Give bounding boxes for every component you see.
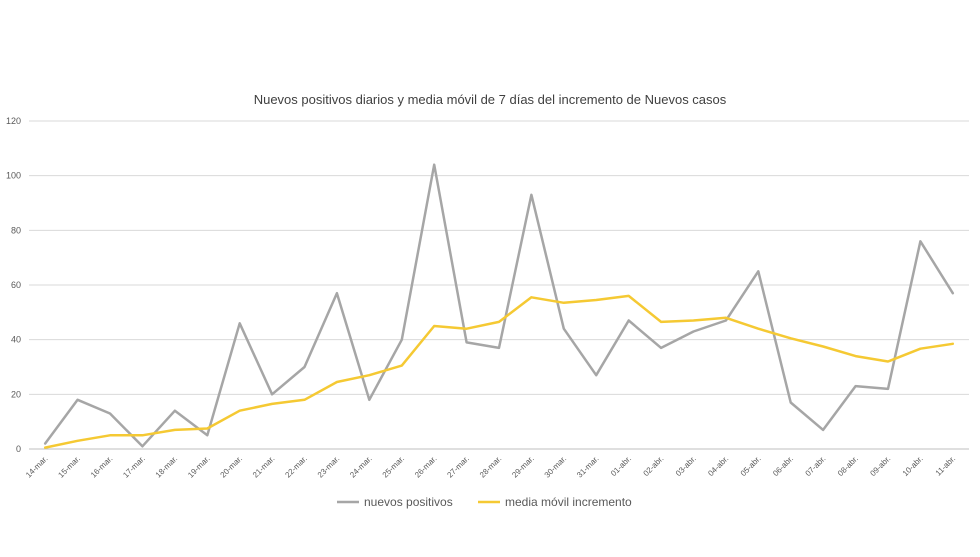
legend-label: nuevos positivos — [364, 495, 453, 509]
x-tick-label: 07-abr. — [804, 454, 828, 478]
x-tick-label: 19-mar. — [186, 454, 212, 480]
x-tick-label: 21-mar. — [251, 454, 277, 480]
y-tick-label: 80 — [11, 225, 21, 235]
x-tick-label: 03-abr. — [674, 454, 698, 478]
y-tick-label: 60 — [11, 280, 21, 290]
x-tick-label: 24-mar. — [348, 454, 374, 480]
x-tick-label: 16-mar. — [89, 454, 115, 480]
series-line-media-movil-incremento — [43, 294, 955, 449]
x-tick-label: 04-abr. — [706, 454, 730, 478]
series-line-nuevos-positivos — [43, 163, 955, 448]
y-tick-label: 100 — [6, 171, 21, 181]
x-tick-label: 29-mar. — [510, 454, 536, 480]
x-tick-label: 10-abr. — [901, 454, 925, 478]
x-tick-label: 31-mar. — [575, 454, 601, 480]
x-tick-label: 27-mar. — [445, 454, 471, 480]
x-tick-label: 01-abr. — [609, 454, 633, 478]
x-tick-label: 26-mar. — [413, 454, 439, 480]
y-tick-label: 0 — [16, 444, 21, 454]
y-tick-label: 120 — [6, 116, 21, 126]
x-tick-label: 15-mar. — [56, 454, 82, 480]
x-tick-label: 30-mar. — [543, 454, 569, 480]
x-tick-label: 08-abr. — [836, 454, 860, 478]
x-tick-label: 11-abr. — [934, 454, 958, 478]
x-tick-label: 02-abr. — [642, 454, 666, 478]
x-tick-label: 14-mar. — [24, 454, 50, 480]
chart-title: Nuevos positivos diarios y media móvil d… — [253, 92, 727, 107]
x-tick-label: 28-mar. — [478, 454, 504, 480]
x-tick-label: 20-mar. — [219, 454, 245, 480]
x-tick-label: 09-abr. — [868, 454, 892, 478]
x-tick-label: 25-mar. — [381, 454, 407, 480]
x-tick-label: 17-mar. — [121, 454, 147, 480]
legend-label: media móvil incremento — [505, 495, 632, 509]
x-tick-label: 06-abr. — [771, 454, 795, 478]
y-tick-label: 20 — [11, 389, 21, 399]
x-tick-label: 22-mar. — [283, 454, 309, 480]
y-tick-label: 40 — [11, 335, 21, 345]
x-tick-label: 23-mar. — [316, 454, 342, 480]
x-tick-label: 05-abr. — [739, 454, 763, 478]
x-tick-label: 18-mar. — [154, 454, 180, 480]
